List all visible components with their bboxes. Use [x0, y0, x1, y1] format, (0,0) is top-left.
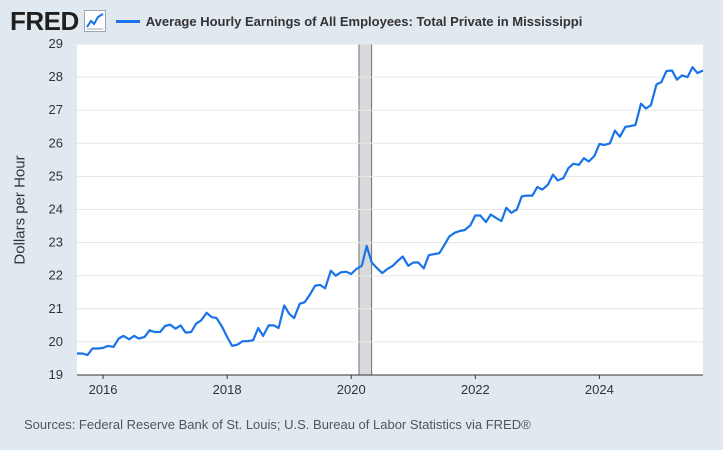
legend-line-swatch — [115, 19, 140, 23]
y-tick-label: 26 — [49, 135, 63, 150]
series-line[interactable] — [77, 66, 704, 357]
chart-trend-icon — [83, 10, 106, 32]
y-tick-label: 25 — [49, 168, 63, 183]
x-tick-label: 2020 — [337, 382, 366, 397]
chart-title[interactable]: Average Hourly Earnings of All Employees… — [145, 13, 583, 29]
y-tick-label: 21 — [49, 301, 63, 316]
x-tick-label: 2022 — [461, 382, 490, 397]
x-tick-label: 2016 — [89, 382, 118, 397]
x-tick-label: 2018 — [213, 382, 242, 397]
y-tick-label: 19 — [49, 367, 63, 382]
source-note: Sources: Federal Reserve Bank of St. Lou… — [24, 417, 531, 432]
y-tick-label: 28 — [49, 69, 63, 84]
header: FRED Average Hourly Earnings of All Empl… — [10, 6, 582, 36]
x-tick-label: 2024 — [585, 382, 614, 397]
y-tick-label: 27 — [49, 102, 63, 117]
fred-logo[interactable]: FRED — [10, 6, 79, 36]
y-tick-label: 29 — [49, 36, 63, 51]
y-tick-label: 24 — [49, 202, 63, 217]
y-tick-label: 22 — [49, 268, 63, 283]
y-tick-label: 20 — [49, 334, 63, 349]
y-tick-label: 23 — [49, 235, 63, 250]
